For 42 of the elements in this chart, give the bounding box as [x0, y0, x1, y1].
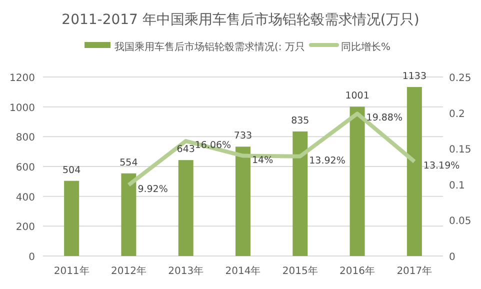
data-label: 14% [252, 154, 274, 166]
data-label: 1001 [345, 90, 370, 102]
y2-tick-label: 0.15 [449, 144, 472, 156]
y-tick-label: 0 [28, 252, 35, 263]
bar [236, 146, 250, 256]
data-label: 9.92% [138, 184, 168, 195]
data-label: 733 [234, 130, 252, 142]
y-tick-label: 200 [16, 222, 35, 234]
bar [178, 160, 194, 256]
chart-title: 2011-2017 年中国乘用车售后市场铝轮毂需求情况(万只) [62, 12, 420, 28]
y-tick-label: 600 [16, 162, 35, 174]
data-label: 554 [120, 157, 138, 168]
y-tick-label: 1200 [10, 73, 35, 84]
bar [350, 106, 365, 256]
y-tick-label: 1000 [10, 102, 35, 114]
data-label: 643 [176, 144, 195, 156]
y2-tick-label: 0 [449, 252, 456, 263]
x-tick-label: 2015年 [282, 265, 318, 277]
data-label: 19.88% [366, 112, 403, 124]
data-label: 835 [291, 115, 310, 126]
y-tick-label: 800 [16, 132, 35, 144]
data-label: 13.19% [423, 160, 460, 172]
x-tick-label: 2017年 [396, 265, 432, 277]
y2-tick-label: 0.1 [449, 180, 465, 192]
data-label: 504 [62, 164, 81, 176]
bar [292, 131, 308, 256]
x-tick-label: 2011年 [54, 265, 90, 277]
legend-label: 我国乘用车售后市场铝轮毂需求情况(: 万只 [114, 41, 305, 53]
bar [121, 173, 136, 256]
x-tick-label: 2016年 [340, 265, 376, 277]
bar [406, 86, 422, 256]
y2-tick-label: 0.05 [449, 216, 472, 228]
data-label: 1133 [402, 70, 427, 82]
x-tick-label: 2014年 [225, 265, 261, 277]
legend-label: 同比增长% [340, 41, 390, 53]
x-tick-label: 2012年 [110, 265, 146, 277]
y-tick-label: 400 [16, 192, 35, 204]
data-label: 13.92% [309, 155, 346, 166]
y2-tick-label: 0.2 [449, 108, 465, 120]
y2-tick-label: 0.25 [449, 73, 472, 84]
x-tick-label: 2013年 [168, 265, 204, 277]
bar [64, 180, 80, 256]
